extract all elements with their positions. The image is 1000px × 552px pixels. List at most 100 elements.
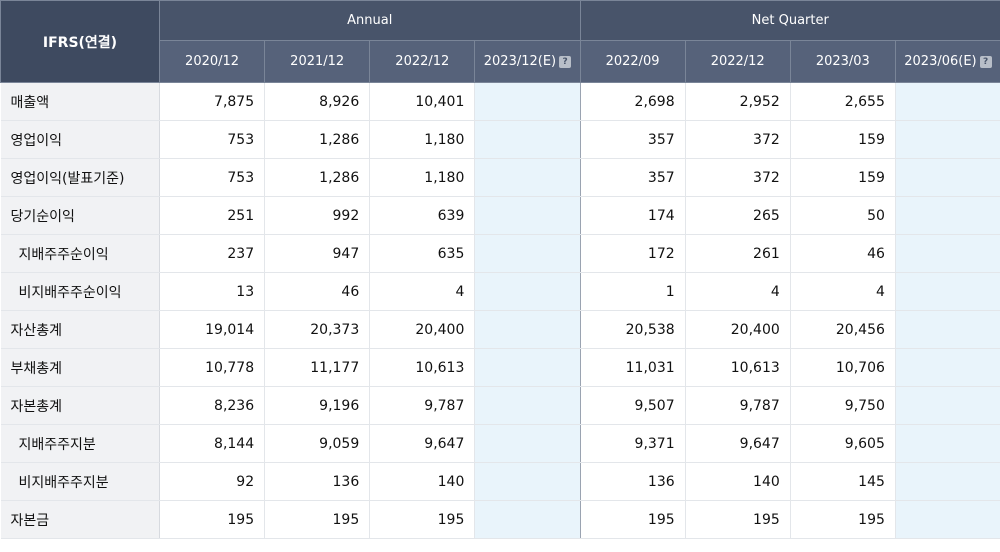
- quarter-value-cell: 9,647: [685, 424, 791, 463]
- annual-value-cell: 8,236: [159, 386, 266, 425]
- quarter-value-cell: 9,371: [580, 424, 686, 463]
- period-label: 2023/12(E): [483, 54, 557, 69]
- annual-value-cell: 195: [264, 500, 371, 539]
- annual-value-cell: [474, 234, 581, 273]
- quarter-value-cell: [895, 500, 1000, 539]
- annual-value-cell: 9,647: [369, 424, 476, 463]
- table-row: 지배주주순이익 237 947 635 172 261 46: [0, 234, 1000, 273]
- quarter-value-cell: 195: [685, 500, 791, 539]
- annual-value-cell: 1,180: [369, 120, 476, 159]
- quarter-value-cell: [895, 82, 1000, 121]
- quarter-value-cell: 159: [790, 120, 896, 159]
- period-label: 2020/12: [185, 54, 240, 69]
- annual-value-cell: 19,014: [159, 310, 266, 349]
- quarter-value-cell: 357: [580, 120, 686, 159]
- annual-value-cell: 9,787: [369, 386, 476, 425]
- quarter-value-cell: 159: [790, 158, 896, 197]
- annual-value-cell: 1,180: [369, 158, 476, 197]
- help-icon[interactable]: ?: [559, 55, 572, 68]
- quarter-period-header: 2022/12: [684, 40, 791, 83]
- row-label: 지배주주순이익: [0, 234, 160, 273]
- help-icon[interactable]: ?: [979, 55, 992, 68]
- annual-value-cell: [474, 120, 581, 159]
- quarter-value-cell: 46: [790, 234, 896, 273]
- quarter-value-cell: 4: [685, 272, 791, 311]
- row-label: 자본총계: [0, 386, 160, 425]
- table-row: 영업이익(발표기준) 753 1,286 1,180 357 372 159: [0, 158, 1000, 197]
- table-row: 자산총계 19,014 20,373 20,400 20,538 20,400 20,456: [0, 310, 1000, 349]
- row-label: 지배주주지분: [0, 424, 160, 463]
- annual-value-cell: 1,286: [264, 120, 371, 159]
- annual-value-cell: 8,926: [264, 82, 371, 121]
- annual-value-cell: [474, 500, 581, 539]
- row-label: 비지배주주순이익: [0, 272, 160, 311]
- quarter-group-header: Net Quarter: [579, 0, 1000, 41]
- quarter-value-cell: 174: [580, 196, 686, 235]
- table-body: 매출액 7,875 8,926 10,401 2,698 2,952 2,655 영업이익 75…: [0, 82, 1000, 539]
- annual-value-cell: 7,875: [159, 82, 266, 121]
- annual-value-cell: 8,144: [159, 424, 266, 463]
- annual-value-cell: 136: [264, 462, 371, 501]
- period-label: 2022/12: [395, 54, 450, 69]
- annual-value-cell: 20,400: [369, 310, 476, 349]
- period-label: 2021/12: [290, 54, 345, 69]
- annual-value-cell: [474, 82, 581, 121]
- row-label: 영업이익(발표기준): [0, 158, 160, 197]
- quarter-value-cell: [895, 234, 1000, 273]
- quarter-value-cell: 172: [580, 234, 686, 273]
- table-row: 부채총계 10,778 11,177 10,613 11,031 10,613 10,706: [0, 348, 1000, 387]
- quarter-value-cell: 195: [580, 500, 686, 539]
- annual-value-cell: [474, 462, 581, 501]
- quarter-value-cell: 2,698: [580, 82, 686, 121]
- annual-value-cell: 947: [264, 234, 371, 273]
- quarter-value-cell: 1: [580, 272, 686, 311]
- row-label: 영업이익: [0, 120, 160, 159]
- period-label: 2023/06(E): [904, 54, 977, 69]
- annual-value-cell: 992: [264, 196, 371, 235]
- table-row: 영업이익 753 1,286 1,180 357 372 159: [0, 120, 1000, 159]
- annual-value-cell: 10,778: [159, 348, 266, 387]
- financial-summary-table: IFRS(연결) Annual Net Quarter 2020/12 2021/…: [0, 0, 1000, 539]
- annual-value-cell: 10,613: [369, 348, 476, 387]
- annual-value-cell: 46: [264, 272, 371, 311]
- annual-value-cell: 753: [159, 120, 266, 159]
- row-label: 부채총계: [0, 348, 160, 387]
- quarter-period-header: 2023/03: [789, 40, 896, 83]
- period-label: 2023/03: [815, 54, 870, 69]
- annual-value-cell: 20,373: [264, 310, 371, 349]
- row-label: 자산총계: [0, 310, 160, 349]
- annual-value-cell: 92: [159, 462, 266, 501]
- annual-period-header: 2023/12(E)?: [474, 40, 581, 83]
- annual-value-cell: 4: [369, 272, 476, 311]
- quarter-value-cell: 9,507: [580, 386, 686, 425]
- quarter-value-cell: 136: [580, 462, 686, 501]
- corner-label: IFRS(연결): [0, 0, 160, 83]
- table-header: IFRS(연결) Annual Net Quarter 2020/12 2021/…: [0, 0, 1000, 83]
- annual-value-cell: [474, 424, 581, 463]
- period-label: 2022/12: [710, 54, 765, 69]
- annual-period-header: 2021/12: [264, 40, 371, 83]
- quarter-value-cell: 20,538: [580, 310, 686, 349]
- quarter-value-cell: 10,613: [685, 348, 791, 387]
- annual-period-header: 2022/12: [369, 40, 476, 83]
- quarter-value-cell: 261: [685, 234, 791, 273]
- quarter-value-cell: [895, 462, 1000, 501]
- annual-value-cell: [474, 386, 581, 425]
- quarter-value-cell: 372: [685, 120, 791, 159]
- annual-value-cell: 140: [369, 462, 476, 501]
- annual-period-header: 2020/12: [158, 40, 266, 83]
- quarter-value-cell: [895, 424, 1000, 463]
- row-label: 비지배주주지분: [0, 462, 160, 501]
- quarter-value-cell: 145: [790, 462, 896, 501]
- quarter-value-cell: 2,952: [685, 82, 791, 121]
- annual-value-cell: [474, 272, 581, 311]
- table-row: 비지배주주지분 92 136 140 136 140 145: [0, 462, 1000, 501]
- quarter-value-cell: 265: [685, 196, 791, 235]
- annual-value-cell: 251: [159, 196, 266, 235]
- annual-value-cell: 9,196: [264, 386, 371, 425]
- quarter-value-cell: 140: [685, 462, 791, 501]
- quarter-value-cell: 9,787: [685, 386, 791, 425]
- quarter-value-cell: 50: [790, 196, 896, 235]
- annual-value-cell: 237: [159, 234, 266, 273]
- annual-value-cell: 9,059: [264, 424, 371, 463]
